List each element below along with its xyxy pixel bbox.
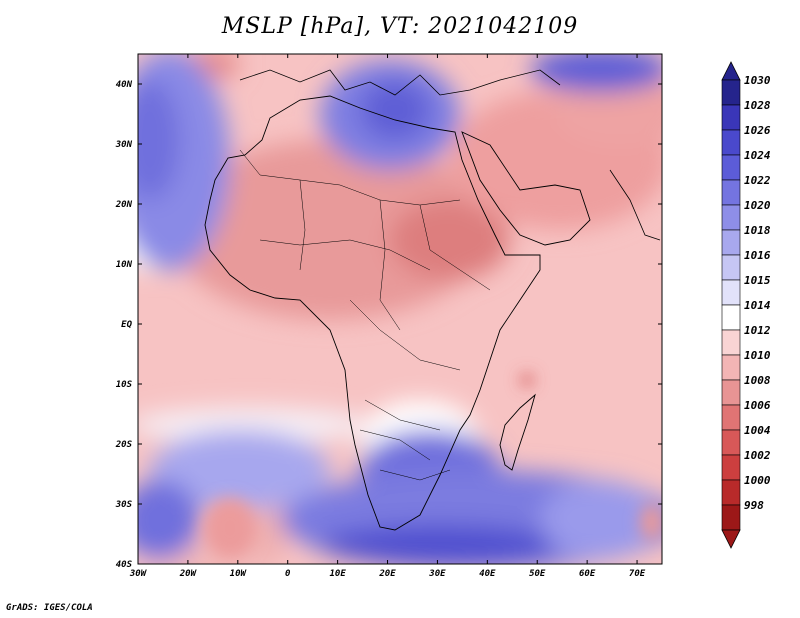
colorbar-swatch	[721, 429, 741, 456]
lon-axis-labels: 30W 20W 10W 0 10E 20E 30E 40E 50E 60E 70E	[129, 569, 646, 579]
pressure-field	[138, 54, 662, 564]
colorbar-label: 1016	[744, 249, 771, 262]
colorbar-swatch	[721, 504, 741, 531]
colorbar-label: 1000	[744, 474, 771, 487]
colorbar-label: 1015	[744, 274, 771, 287]
lon-label: 20E	[378, 569, 396, 579]
colorbar-label: 1018	[744, 224, 771, 237]
colorbar-label: 1030	[744, 74, 771, 87]
lon-label: 20W	[179, 569, 198, 579]
map-title: MSLP [hPa], VT: 2021042109	[221, 14, 579, 39]
lat-label: 40S	[116, 560, 133, 570]
colorbar-swatch	[721, 454, 741, 481]
colorbar-swatch	[721, 154, 741, 181]
colorbar-swatch	[721, 404, 741, 431]
colorbar-label: 1006	[744, 399, 771, 412]
country-borders	[239, 149, 491, 481]
lon-label: 0	[285, 569, 291, 579]
colorbar-label: 1012	[744, 324, 771, 337]
colorbar-label: 1014	[744, 299, 771, 312]
colorbar-swatch	[721, 379, 741, 406]
lon-label: 30E	[428, 569, 446, 579]
lon-label: 30W	[129, 569, 148, 579]
colorbar-label: 1028	[744, 99, 771, 112]
lat-ticks	[137, 54, 662, 565]
lat-axis-labels: 40N 30N 20N 10N EQ 10S 20S 30S 40S	[115, 80, 133, 570]
lat-label: 30S	[115, 500, 133, 510]
colorbar-label: 1026	[744, 124, 771, 137]
colorbar-label: 1004	[744, 424, 771, 437]
lon-label: 10W	[230, 569, 248, 579]
colorbar-label: 1022	[744, 174, 771, 187]
lat-label: 10S	[116, 380, 133, 390]
colorbar: 1030 1028 1026 1024 1022 1020 1018 1016 1015 1014…	[721, 61, 771, 549]
europe-coastline	[239, 69, 561, 96]
colorbar-label: 1020	[744, 199, 771, 212]
lon-label: 40E	[479, 569, 496, 579]
lon-label: 50E	[529, 569, 546, 579]
colorbar-swatch	[721, 104, 741, 131]
lat-label: 30N	[115, 140, 133, 150]
colorbar-swatch	[721, 479, 741, 506]
india-coastline	[609, 169, 661, 241]
colorbar-label: 1024	[744, 149, 771, 162]
lat-label: 10N	[116, 260, 133, 270]
colorbar-swatch	[721, 329, 741, 356]
colorbar-swatch	[721, 229, 741, 256]
madagascar-coastline	[499, 393, 536, 471]
colorbar-swatch	[721, 354, 741, 381]
colorbar-bottom-arrow	[721, 529, 741, 549]
colorbar-swatch	[721, 254, 741, 281]
lon-label: 70E	[629, 569, 646, 579]
colorbar-swatch	[721, 304, 741, 331]
arabia-coastline	[461, 131, 591, 246]
lat-label: 40N	[116, 80, 133, 90]
lon-label: 60E	[579, 569, 596, 579]
colorbar-label: 1010	[744, 349, 771, 362]
lat-label: 20S	[115, 440, 133, 450]
colorbar-swatch	[721, 179, 741, 206]
colorbar-swatch	[721, 204, 741, 231]
colorbar-swatch	[721, 79, 741, 106]
lon-label: 10E	[329, 569, 346, 579]
colorbar-label: 998	[744, 499, 764, 512]
colorbar-label: 1002	[744, 449, 771, 462]
lat-label: EQ	[121, 320, 132, 330]
africa-coastline	[204, 95, 541, 531]
lat-label: 20N	[115, 200, 133, 210]
colorbar-swatch	[721, 279, 741, 306]
mslp-map: 40N 30N 20N 10N EQ 10S 20S 30S 40S 30W 20W 10W 0 10E…	[115, 53, 771, 579]
colorbar-top-arrow	[721, 61, 741, 81]
colorbar-label: 1008	[744, 374, 771, 387]
colorbar-swatch	[721, 129, 741, 156]
grads-credit: GrADS: IGES/COLA	[6, 603, 93, 613]
